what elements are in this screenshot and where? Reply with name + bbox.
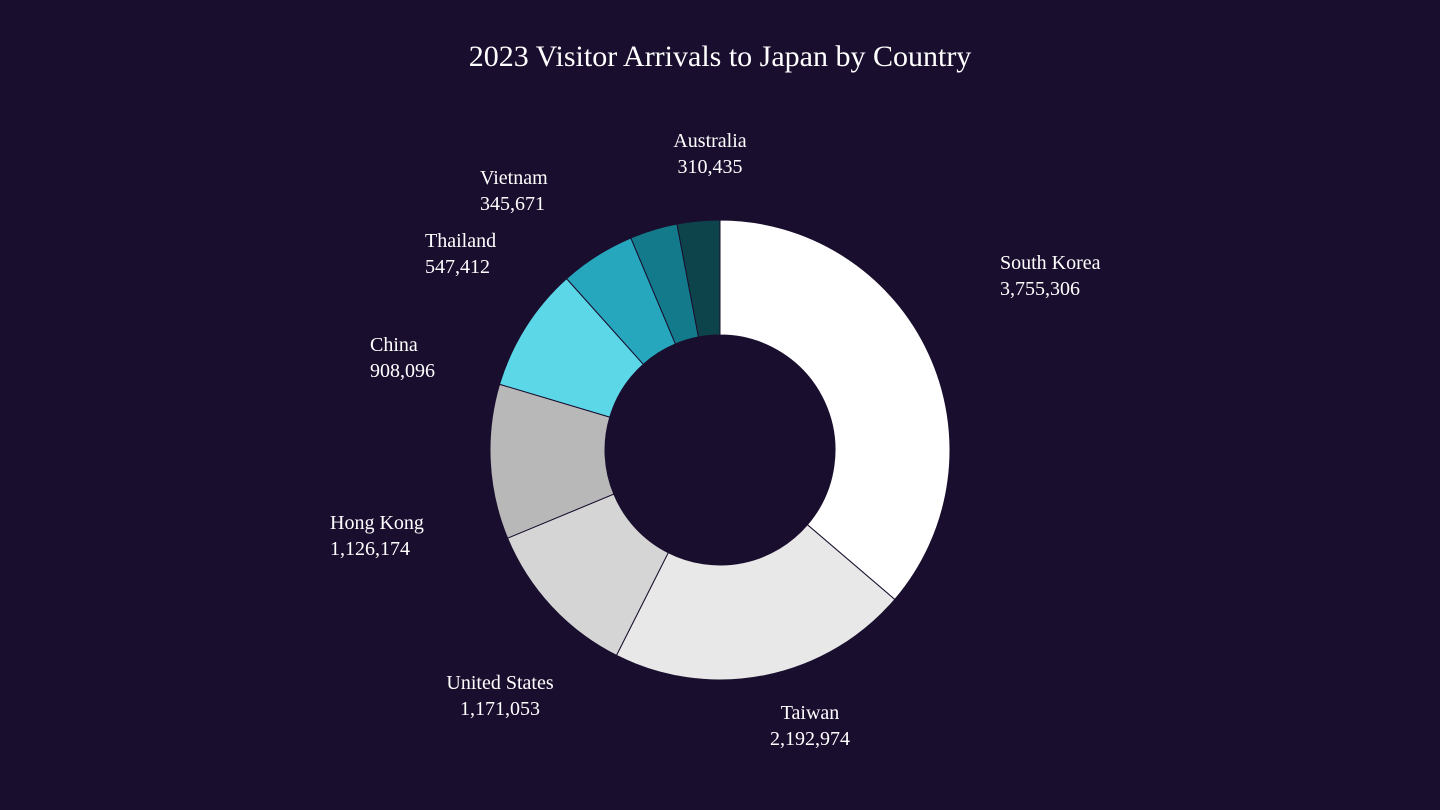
slice-value: 2,192,974 bbox=[770, 726, 850, 752]
slice-country: South Korea bbox=[1000, 250, 1101, 276]
slice-value: 908,096 bbox=[370, 358, 435, 384]
donut-chart: South Korea3,755,306 Taiwan2,192,974 Unite… bbox=[0, 110, 1440, 790]
slice-value: 3,755,306 bbox=[1000, 276, 1101, 302]
donut-slice-south-korea[interactable] bbox=[720, 220, 950, 599]
slice-country: Taiwan bbox=[770, 700, 850, 726]
slice-label-vietnam: Vietnam345,671 bbox=[480, 165, 548, 217]
slice-label-taiwan: Taiwan2,192,974 bbox=[770, 700, 850, 752]
slice-country: Thailand bbox=[425, 228, 496, 254]
chart-title: 2023 Visitor Arrivals to Japan by Countr… bbox=[0, 40, 1440, 74]
slice-country: Hong Kong bbox=[330, 510, 424, 536]
slice-country: United States bbox=[446, 670, 553, 696]
slice-value: 345,671 bbox=[480, 191, 548, 217]
slice-country: Vietnam bbox=[480, 165, 548, 191]
slice-country: Australia bbox=[673, 128, 746, 154]
slice-label-hong-kong: Hong Kong1,126,174 bbox=[330, 510, 424, 562]
slice-label-south-korea: South Korea3,755,306 bbox=[1000, 250, 1101, 302]
slice-value: 1,126,174 bbox=[330, 536, 424, 562]
slice-value: 547,412 bbox=[425, 254, 496, 280]
slice-country: China bbox=[370, 332, 435, 358]
slice-label-united-states: United States1,171,053 bbox=[446, 670, 553, 722]
slice-label-thailand: Thailand547,412 bbox=[425, 228, 496, 280]
slice-value: 1,171,053 bbox=[446, 696, 553, 722]
slice-label-australia: Australia310,435 bbox=[673, 128, 746, 180]
slice-label-china: China908,096 bbox=[370, 332, 435, 384]
slice-value: 310,435 bbox=[673, 154, 746, 180]
